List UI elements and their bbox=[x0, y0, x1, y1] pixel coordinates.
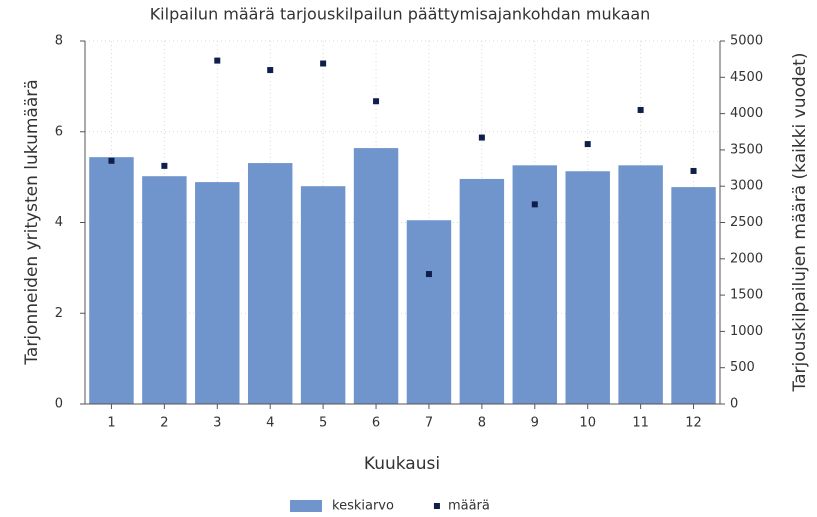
point bbox=[478, 134, 485, 141]
bar bbox=[671, 187, 716, 404]
bar bbox=[195, 182, 240, 404]
point bbox=[531, 201, 538, 208]
y2-axis-title: Tarjouskilpailujen määrä (kaikki vuodet) bbox=[790, 53, 810, 393]
y2-tick-label: 0 bbox=[730, 397, 738, 412]
point bbox=[267, 67, 274, 74]
y2-tick-label: 3000 bbox=[730, 179, 763, 194]
legend-swatch bbox=[290, 500, 322, 512]
x-tick-label: 10 bbox=[579, 416, 596, 431]
y2-tick-label: 1000 bbox=[730, 324, 763, 339]
bar bbox=[406, 220, 452, 404]
point bbox=[690, 167, 697, 174]
point bbox=[161, 162, 168, 169]
y-tick-label: 0 bbox=[55, 397, 63, 412]
bar bbox=[459, 178, 505, 404]
x-tick-label: 4 bbox=[266, 416, 274, 431]
bar bbox=[353, 148, 399, 404]
point bbox=[214, 57, 221, 64]
bar bbox=[618, 165, 663, 404]
y2-tick-label: 5000 bbox=[730, 34, 763, 49]
chart-title: Kilpailun määrä tarjouskilpailun päättym… bbox=[150, 5, 651, 24]
x-tick-label: 8 bbox=[478, 416, 486, 431]
y2-tick-label: 4500 bbox=[730, 70, 763, 85]
bar bbox=[565, 171, 610, 404]
y2-tick-label: 1500 bbox=[730, 288, 763, 303]
x-tick-label: 7 bbox=[425, 416, 433, 431]
y-tick-label: 6 bbox=[55, 124, 63, 139]
point bbox=[425, 271, 432, 278]
y-tick-label: 8 bbox=[55, 34, 63, 49]
point bbox=[584, 141, 591, 148]
y-tick-label: 4 bbox=[55, 215, 63, 230]
y2-tick-label: 2500 bbox=[730, 215, 763, 230]
bar bbox=[247, 163, 293, 404]
x-axis-title: Kuukausi bbox=[364, 454, 440, 474]
x-tick-label: 2 bbox=[160, 416, 168, 431]
legend-label: keskiarvo bbox=[332, 499, 394, 514]
x-tick-label: 6 bbox=[372, 416, 380, 431]
y2-tick-label: 3500 bbox=[730, 142, 763, 157]
x-tick-label: 12 bbox=[685, 416, 702, 431]
legend-label: määrä bbox=[448, 499, 490, 514]
bar bbox=[89, 157, 134, 404]
bar bbox=[300, 186, 346, 404]
y-axis-title: Tarjonneiden yritysten lukumäärä bbox=[22, 79, 42, 365]
point bbox=[637, 106, 644, 113]
legend-swatch bbox=[433, 503, 440, 509]
x-tick-label: 5 bbox=[319, 416, 327, 431]
x-tick-label: 3 bbox=[213, 416, 221, 431]
x-tick-label: 11 bbox=[632, 416, 649, 431]
y2-tick-label: 4000 bbox=[730, 106, 763, 121]
x-tick-label: 1 bbox=[107, 416, 115, 431]
point bbox=[373, 98, 380, 105]
y-tick-label: 2 bbox=[55, 306, 63, 321]
point bbox=[320, 60, 327, 67]
bar bbox=[512, 165, 558, 404]
point bbox=[108, 157, 115, 164]
y2-tick-label: 500 bbox=[730, 360, 755, 375]
x-tick-label: 9 bbox=[531, 416, 539, 431]
y2-tick-label: 2000 bbox=[730, 251, 763, 266]
bar bbox=[142, 176, 187, 404]
